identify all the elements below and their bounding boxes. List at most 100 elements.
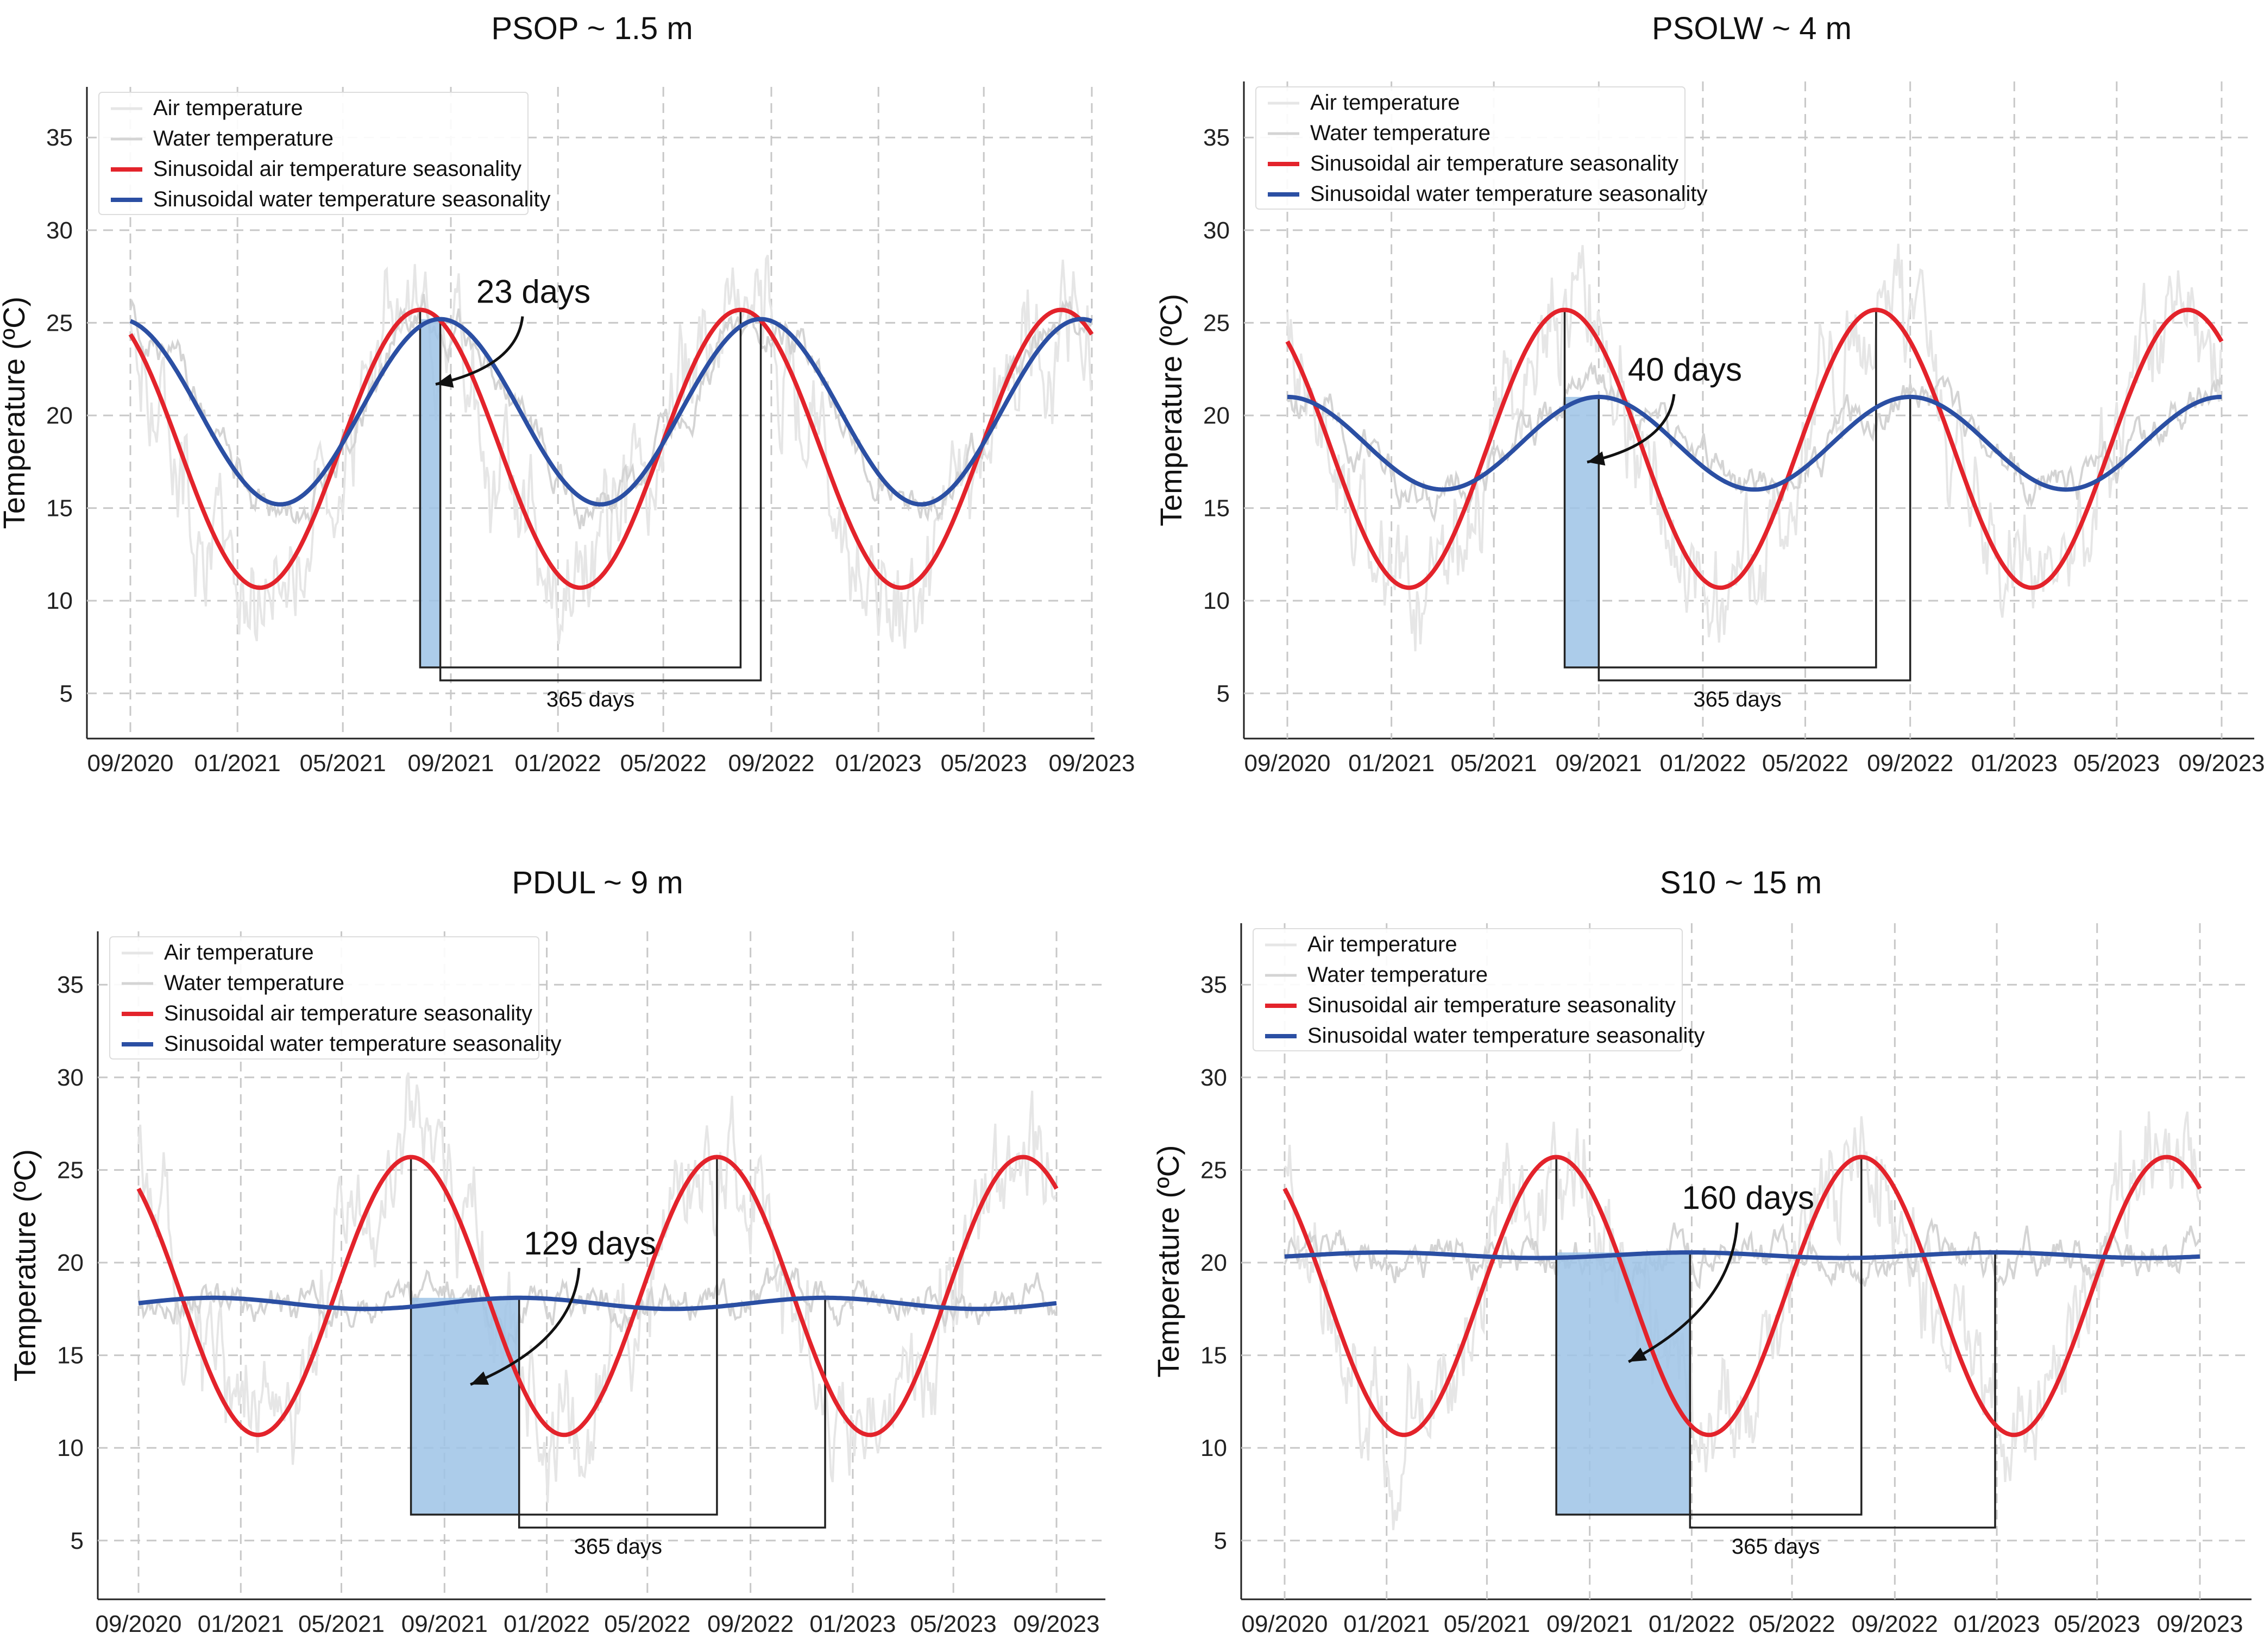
- y-tick-label: 5: [60, 680, 73, 707]
- x-tick-label: 05/2021: [298, 1611, 385, 1637]
- x-tick-label: 05/2023: [2073, 750, 2160, 777]
- water-period-bracket: [518, 1297, 826, 1529]
- lag-arrow: [470, 1268, 581, 1386]
- x-tick-label: 05/2022: [604, 1611, 690, 1637]
- x-tick-label: 01/2022: [504, 1611, 590, 1637]
- legend-entry: Sinusoidal air temperature seasonality: [153, 157, 521, 181]
- x-tick-label: 05/2021: [300, 750, 386, 777]
- y-tick-label: 10: [1203, 588, 1230, 614]
- y-tick-label: 15: [1203, 495, 1230, 522]
- legend-entry: Water temperature: [153, 127, 334, 150]
- x-tick-label: 05/2023: [2054, 1611, 2140, 1637]
- x-tick-label: 01/2023: [1971, 750, 2058, 777]
- air-period-bracket: [410, 1157, 718, 1516]
- period-label: 365 days: [546, 688, 634, 711]
- y-axis-label: Temperature (ºC): [1154, 294, 1188, 526]
- x-tick-label: 05/2023: [941, 750, 1027, 777]
- legend-box: [1253, 928, 1683, 1051]
- x-tick-label: 09/2021: [401, 1611, 488, 1637]
- x-tick-label: 01/2022: [1659, 750, 1746, 777]
- legend-box: [1255, 86, 1686, 210]
- chart-panel-s10: S10 ~ 15 m 5 10 15 20 25 30 35 09/2020 01/2021 05/…: [1151, 865, 2252, 1637]
- x-tick-label: 09/2023: [1013, 1611, 1099, 1637]
- series-air-temperature: [129, 255, 1092, 649]
- x-tick-label: 09/2023: [2178, 750, 2264, 777]
- series-air-temperature: [1284, 1111, 2200, 1530]
- chart-panel-pdul: PDUL ~ 9 m 5 10 15 20 25 30 35 09/2020 01/2021 05/…: [8, 865, 1105, 1637]
- period-label: 365 days: [1732, 1535, 1820, 1559]
- x-tick-label: 09/2021: [1546, 1611, 1633, 1637]
- x-tick-label: 09/2020: [95, 1611, 181, 1637]
- period-label: 365 days: [1693, 688, 1781, 711]
- lag-arrow: [435, 316, 524, 386]
- y-tick-label: 20: [1203, 402, 1230, 429]
- x-tick-label: 01/2021: [198, 1611, 284, 1637]
- y-tick-label: 25: [1200, 1157, 1227, 1183]
- x-tick-label: 01/2021: [1348, 750, 1435, 777]
- lag-shaded-region: [420, 319, 441, 667]
- y-tick-label: 5: [71, 1528, 84, 1554]
- legend-entry: Sinusoidal air temperature seasonality: [1307, 993, 1676, 1017]
- legend-entry: Air temperature: [164, 941, 314, 964]
- y-axis-label: Temperature (ºC): [8, 1149, 42, 1382]
- y-tick-label: 25: [57, 1157, 84, 1183]
- series-sinusoidal-air: [128, 307, 1094, 590]
- chart-title: PDUL ~ 9 m: [512, 865, 683, 900]
- y-tick-label: 30: [1200, 1064, 1227, 1091]
- lag-arrow: [1587, 394, 1676, 464]
- y-tick-label: 35: [1200, 972, 1227, 998]
- x-tick-label: 01/2021: [1343, 1611, 1430, 1637]
- y-tick-label: 30: [1203, 217, 1230, 244]
- x-tick-label: 09/2021: [1556, 750, 1642, 777]
- x-tick-label: 05/2023: [910, 1611, 997, 1637]
- x-tick-label: 05/2022: [1762, 750, 1848, 777]
- series-sinusoidal-air: [1282, 1155, 2202, 1437]
- lag-label: 129 days: [524, 1225, 656, 1262]
- water-period-bracket: [439, 319, 762, 682]
- x-tick-label: 09/2020: [87, 750, 173, 777]
- series-sinusoidal-air: [1285, 307, 2224, 590]
- legend-entry: Sinusoidal air temperature seasonality: [1310, 152, 1678, 175]
- y-axis-label: Temperature (ºC): [1151, 1145, 1185, 1377]
- x-tick-label: 01/2022: [515, 750, 601, 777]
- x-tick-label: 01/2023: [809, 1611, 896, 1637]
- air-period-bracket: [1563, 310, 1877, 669]
- x-tick-label: 09/2020: [1241, 1611, 1328, 1637]
- y-tick-label: 30: [46, 217, 73, 244]
- lag-arrow-head: [1587, 451, 1606, 466]
- y-tick-label: 25: [46, 310, 73, 336]
- lag-label: 160 days: [1682, 1180, 1814, 1216]
- legend-entry: Sinusoidal water temperature seasonality: [164, 1032, 562, 1056]
- series-sinusoidal-air: [136, 1155, 1059, 1437]
- x-tick-label: 05/2021: [1444, 1611, 1530, 1637]
- x-tick-label: 09/2021: [407, 750, 494, 777]
- series-air-temperature: [1286, 243, 2222, 652]
- lag-shaded-region: [1564, 396, 1599, 667]
- air-period-bracket: [1555, 1157, 1863, 1516]
- period-label: 365 days: [574, 1535, 662, 1559]
- y-tick-label: 10: [57, 1435, 84, 1461]
- chart-panel-psop: PSOP ~ 1.5 m 5 10 15 20 25 30 35 09/2020 01/2021 0…: [0, 11, 1135, 777]
- chart-title: S10 ~ 15 m: [1660, 865, 1822, 900]
- x-tick-label: 09/2020: [1244, 750, 1330, 777]
- y-tick-label: 35: [1203, 124, 1230, 151]
- chart-panel-psolw: PSOLW ~ 4 m 5 10 15 20 25 30 35 09/2020 01/2021 05…: [1154, 11, 2264, 777]
- x-tick-label: 05/2022: [1749, 1611, 1835, 1637]
- lag-label: 40 days: [1628, 351, 1742, 388]
- x-tick-label: 05/2022: [620, 750, 707, 777]
- x-tick-label: 01/2023: [835, 750, 922, 777]
- lag-arrow-head: [436, 374, 454, 388]
- x-tick-label: 09/2022: [728, 750, 814, 777]
- x-tick-label: 09/2023: [1048, 750, 1135, 777]
- lag-shaded-region: [1556, 1252, 1690, 1515]
- series-sinusoidal-water: [1287, 394, 2222, 492]
- x-tick-label: 09/2022: [1867, 750, 1953, 777]
- series-water-temperature: [1287, 361, 2222, 523]
- chart-title: PSOP ~ 1.5 m: [491, 11, 693, 46]
- legend-entry: Water temperature: [164, 971, 344, 995]
- y-tick-label: 20: [46, 402, 73, 429]
- y-tick-label: 5: [1214, 1528, 1227, 1554]
- chart-title: PSOLW ~ 4 m: [1652, 11, 1852, 46]
- lag-arrow-head: [1628, 1347, 1647, 1362]
